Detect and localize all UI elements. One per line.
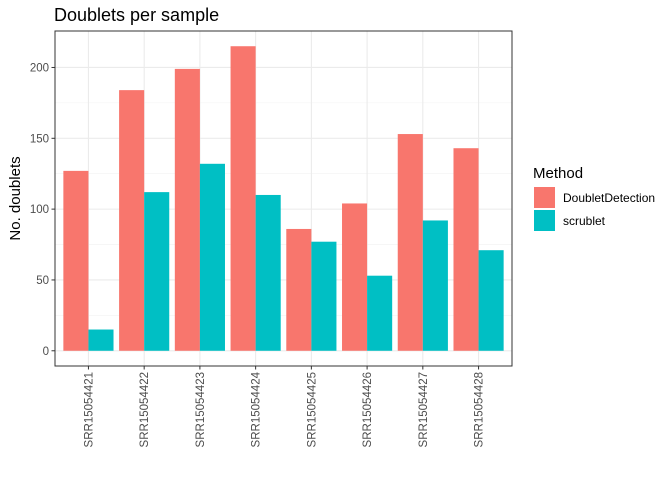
x-tick-label: SRR15054424 xyxy=(251,371,263,447)
bar-scrublet-SRR15054421 xyxy=(88,329,114,351)
y-tick-label: 50 xyxy=(36,275,49,287)
bar-DoubletDetection-SRR15054426 xyxy=(342,203,368,351)
y-tick-label: 150 xyxy=(30,133,49,145)
bar-DoubletDetection-SRR15054427 xyxy=(397,134,423,351)
bar-scrublet-SRR15054423 xyxy=(199,163,225,351)
y-tick-label: 0 xyxy=(43,346,49,358)
plot-border xyxy=(54,30,513,367)
bar-DoubletDetection-SRR15054425 xyxy=(286,228,312,351)
x-tick-label: SRR15054426 xyxy=(362,372,374,447)
x-tick-label: SRR15054421 xyxy=(83,372,95,447)
legend-key-scrublet xyxy=(534,210,555,231)
legend: Method DoubletDetection scrublet xyxy=(533,165,655,231)
y-axis: 0 50 100 150 200 xyxy=(30,62,55,358)
x-tick-label: SRR15054425 xyxy=(306,372,318,447)
x-tick-label: SRR15054423 xyxy=(195,372,207,447)
chart-title: Doublets per sample xyxy=(54,5,219,25)
x-tick-label: SRR15054427 xyxy=(418,372,430,447)
bar-scrublet-SRR15054427 xyxy=(422,220,448,351)
legend-label: scrublet xyxy=(563,214,606,228)
y-tick-label: 200 xyxy=(30,62,49,74)
bar-DoubletDetection-SRR15054423 xyxy=(174,68,200,351)
bar-scrublet-SRR15054428 xyxy=(478,250,504,351)
x-tick-label: SRR15054428 xyxy=(474,372,486,447)
legend-label: DoubletDetection xyxy=(563,191,655,205)
y-tick-label: 100 xyxy=(30,204,49,216)
bar-DoubletDetection-SRR15054422 xyxy=(119,90,145,351)
y-axis-title: No. doublets xyxy=(7,156,24,240)
bar-DoubletDetection-SRR15054421 xyxy=(63,170,89,351)
bar-scrublet-SRR15054425 xyxy=(311,241,337,351)
bar-scrublet-SRR15054426 xyxy=(367,275,393,351)
bar-DoubletDetection-SRR15054428 xyxy=(453,148,479,351)
bar-scrublet-SRR15054424 xyxy=(255,194,281,351)
legend-key-DoubletDetection xyxy=(534,187,555,208)
x-tick-label: SRR15054422 xyxy=(139,372,151,447)
x-axis: SRR15054421 SRR15054422 SRR15054423 SRR1505… xyxy=(83,366,486,447)
bar-scrublet-SRR15054422 xyxy=(144,192,170,351)
legend-title: Method xyxy=(533,165,583,182)
bars xyxy=(63,46,504,351)
bar-DoubletDetection-SRR15054424 xyxy=(230,46,256,351)
